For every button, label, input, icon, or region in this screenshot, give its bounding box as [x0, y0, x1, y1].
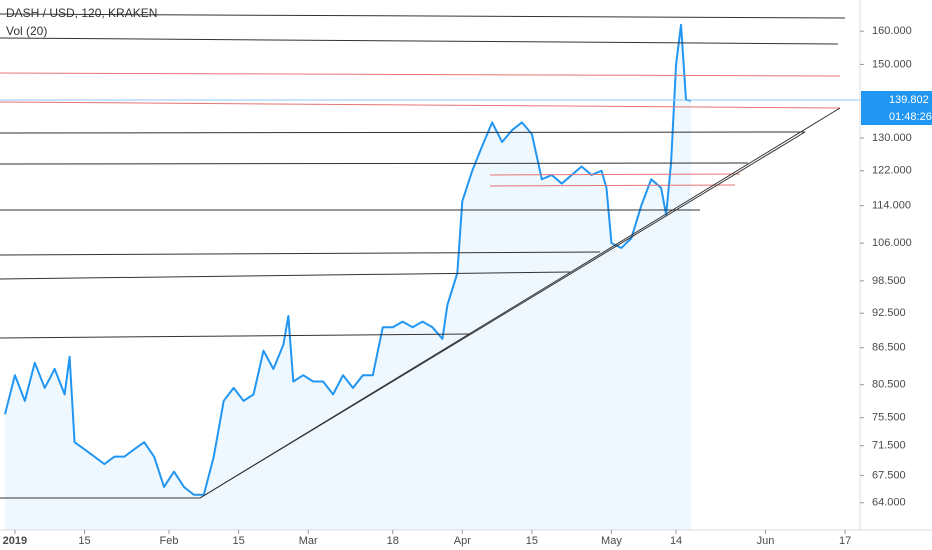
- x-tick-label: May: [601, 535, 622, 547]
- countdown-text: 01:48:26: [889, 111, 932, 123]
- price-tag: [861, 91, 932, 109]
- x-tick-label: Apr: [454, 535, 471, 547]
- y-tick-label: 130.000: [872, 132, 912, 144]
- x-tick-label: 15: [526, 535, 538, 547]
- countdown-tag: [861, 109, 932, 125]
- x-tick-label: 17: [839, 535, 851, 547]
- y-tick-label: 92.500: [872, 307, 906, 319]
- y-tick-label: 80.500: [872, 379, 906, 391]
- y-tick-label: 160.000: [872, 25, 912, 37]
- drawn-line: [0, 13, 846, 19]
- y-tick-label: 122.000: [872, 165, 912, 177]
- x-tick-label: Jun: [757, 535, 775, 547]
- drawn-line: [0, 333, 471, 339]
- y-tick-label: 67.500: [872, 469, 906, 481]
- drawn-line: [0, 162, 749, 165]
- y-tick-label: 114.000: [872, 200, 911, 212]
- drawn-line: [0, 251, 601, 256]
- area: [4, 24, 691, 531]
- x-tick-label: Feb: [160, 535, 179, 547]
- y-tick-label: 75.500: [872, 412, 906, 424]
- indicator-label: Vol (20): [6, 24, 47, 38]
- y-tick-label: 106.000: [872, 237, 912, 249]
- trend-line: [199, 131, 806, 499]
- price-line: [4, 23, 692, 496]
- axes: 160.000 150.000 130.000 122.000 114.000 106.0…: [3, 25, 912, 547]
- x-tick-label: 15: [232, 535, 244, 547]
- x-tick-label: 2019: [3, 535, 27, 547]
- drawn-line: [489, 184, 736, 187]
- y-tick-label: 86.500: [872, 342, 906, 354]
- drawn-line: [0, 131, 806, 134]
- y-tick-label: 98.500: [872, 275, 906, 287]
- x-tick-label: Mar: [299, 535, 318, 547]
- drawings: [0, 13, 860, 499]
- x-tick-label: 14: [670, 535, 682, 547]
- symbol-title: DASH / USD, 120, KRAKEN: [6, 6, 157, 20]
- plot-area: [4, 23, 692, 531]
- y-tick-label: 64.000: [872, 497, 906, 509]
- drawn-line: [0, 271, 571, 280]
- y-tick-label: 150.000: [872, 58, 912, 70]
- drawn-line: [0, 37, 839, 45]
- x-tick-label: 18: [387, 535, 399, 547]
- drawn-line: [0, 72, 841, 77]
- y-tick-label: 71.500: [872, 440, 906, 452]
- drawn-line: [489, 173, 741, 176]
- drawn-line: [0, 101, 841, 109]
- x-tick-label: 15: [78, 535, 90, 547]
- price-tag-text: 139.802: [889, 94, 929, 106]
